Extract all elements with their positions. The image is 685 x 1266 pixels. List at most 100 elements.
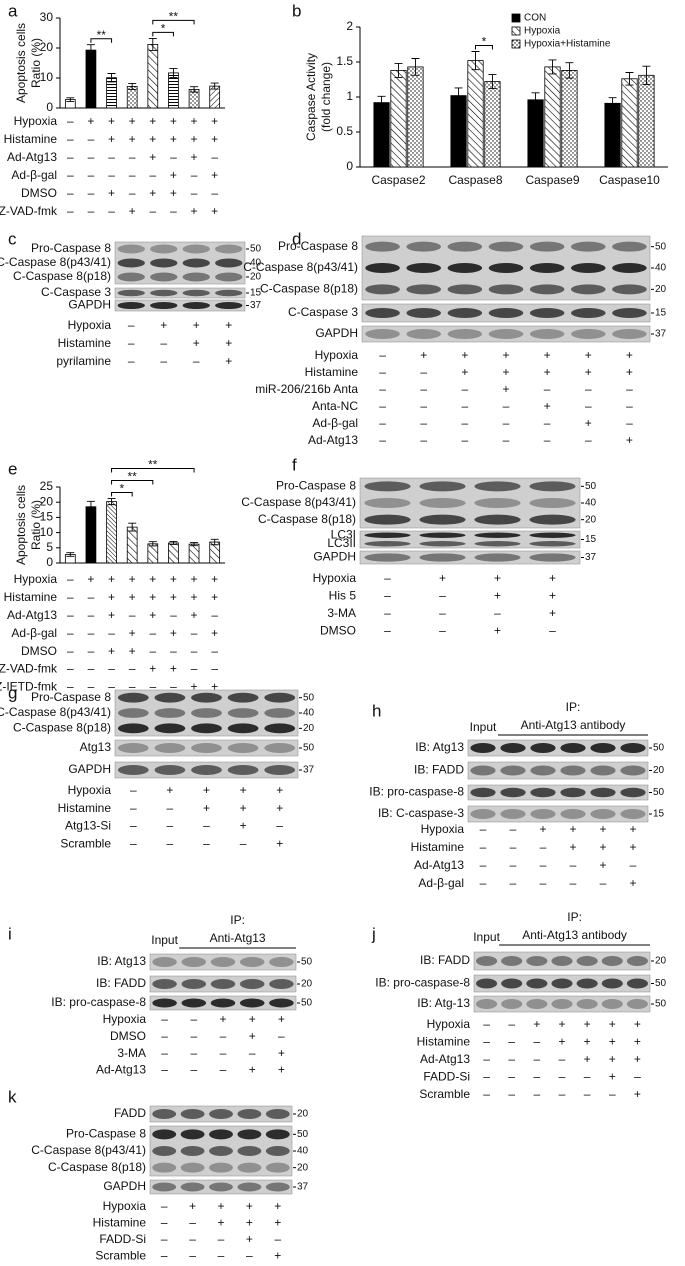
treatment-label: Hypoxia [14,572,58,586]
mw-marker: 50 [653,743,665,754]
treatment-sign: + [539,822,546,836]
blot-band [182,301,210,310]
blot-band [237,1109,262,1119]
blot-band [154,723,186,734]
blot-band [470,787,496,798]
treatment-sign: – [570,858,577,872]
treatment-sign: – [626,382,633,396]
treatment-sign: + [585,365,592,379]
blot-band [209,1162,233,1173]
band-label: Pro-Caspase 8 [31,241,111,255]
treatment-sign: + [170,590,177,604]
treatment-sign: – [420,382,427,396]
band-label: IB: Atg-13 [417,996,470,1010]
treatment-sign: – [384,606,391,620]
blot-band [215,258,243,268]
treatment-sign: – [278,1029,285,1043]
blot-band [239,957,265,967]
treatment-sign: – [128,354,135,368]
treatment-sign: – [508,1070,515,1084]
treatment-sign: – [191,168,198,182]
blot-band [237,1146,262,1156]
treatment-label: Z-VAD-fmk [0,204,58,218]
blot-band [365,308,400,318]
blot-strip [359,550,581,565]
treatment-sign: + [533,1017,540,1031]
blot-band [612,329,647,339]
treatment-sign: + [626,348,633,362]
treatment-label: Hypoxia [14,114,58,128]
treatment-sign: – [420,365,427,379]
treatment-sign: + [274,1199,281,1213]
blot-band [620,765,646,776]
blot-band [470,765,496,776]
blot-strip [359,530,581,549]
bar [407,66,424,168]
treatment-sign: – [129,662,136,676]
mw-marker: 37 [655,329,667,340]
treatment-sign: + [191,608,198,622]
treatment-sign: + [129,644,136,658]
treatment-sign: – [503,399,510,413]
blot-band [364,514,411,525]
blot-band [150,301,178,310]
treatment-sign: – [534,1035,541,1049]
blot-band [590,743,616,753]
treatment-sign: – [67,150,74,164]
blot-band [209,1129,233,1140]
treatment-sign: – [130,801,137,815]
blot-band [529,514,576,525]
mw-marker: 20 [250,272,262,283]
blot-band [181,957,207,967]
treatment-sign: + [129,572,136,586]
treatment-sign: – [630,858,637,872]
error-bar [107,498,116,506]
y-axis-label: Caspase Activity [304,53,318,141]
treatment-label: DMSO [21,186,57,200]
y-tick-label: 1 [346,89,353,103]
treatment-sign: – [379,433,386,447]
panel-letter: b [292,1,301,20]
treatment-sign: + [584,1017,591,1031]
significance-label: * [120,482,125,496]
blot-band [529,498,576,508]
blot-band [152,1182,177,1192]
band-label: LC3II [327,536,356,550]
blot-band [529,481,576,492]
significance-bracket [111,468,195,473]
blot-band [264,765,296,775]
blot-band [447,284,483,295]
treatment-sign: + [170,626,177,640]
blot-band [152,979,177,989]
treatment-sign: – [191,186,198,200]
treatment-sign: + [634,1035,641,1049]
treatment-sign: – [211,186,218,200]
treatment-sign: + [211,168,218,182]
blot-band [620,787,646,798]
treatment-sign: – [379,365,386,379]
error-bar [377,95,386,110]
treatment-sign: – [190,1029,197,1043]
mw-marker: 37 [585,552,597,563]
treatment-sign: – [108,204,115,218]
blot-band [560,809,586,819]
treatment-label: DMSO [320,624,356,638]
blot-band [601,999,623,1009]
treatment-sign: – [88,590,95,604]
blot-strip [361,325,651,343]
blot-band [154,692,186,703]
treatment-label: Hypoxia [103,1012,147,1026]
treatment-label: Histamine [58,801,112,815]
blot-band [182,272,210,282]
blot-band [117,743,149,753]
band-label: Atg13 [80,740,112,754]
treatment-sign: – [167,801,174,815]
treatment-sign: – [510,858,517,872]
treatment-sign: + [191,590,198,604]
blot-band [364,481,411,492]
blot-band [181,979,207,989]
treatment-sign: – [130,783,137,797]
blot-band [474,541,521,547]
treatment-sign: + [191,680,198,694]
